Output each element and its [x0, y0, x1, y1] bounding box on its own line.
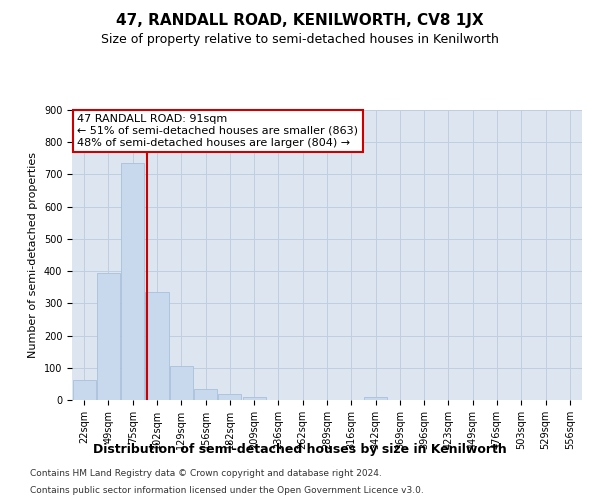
Bar — [121, 163, 144, 400]
Bar — [97, 272, 120, 400]
Text: Contains public sector information licensed under the Open Government Licence v3: Contains public sector information licen… — [30, 486, 424, 495]
Bar — [364, 397, 387, 400]
Text: Contains HM Land Registry data © Crown copyright and database right 2024.: Contains HM Land Registry data © Crown c… — [30, 468, 382, 477]
Y-axis label: Number of semi-detached properties: Number of semi-detached properties — [28, 152, 38, 358]
Bar — [170, 366, 193, 400]
Bar — [73, 380, 95, 400]
Text: Distribution of semi-detached houses by size in Kenilworth: Distribution of semi-detached houses by … — [93, 442, 507, 456]
Text: Size of property relative to semi-detached houses in Kenilworth: Size of property relative to semi-detach… — [101, 32, 499, 46]
Bar — [218, 394, 241, 400]
Bar — [194, 390, 217, 400]
Bar — [242, 397, 266, 400]
Text: 47, RANDALL ROAD, KENILWORTH, CV8 1JX: 47, RANDALL ROAD, KENILWORTH, CV8 1JX — [116, 12, 484, 28]
Text: 47 RANDALL ROAD: 91sqm
← 51% of semi-detached houses are smaller (863)
48% of se: 47 RANDALL ROAD: 91sqm ← 51% of semi-det… — [77, 114, 358, 148]
Bar — [145, 292, 169, 400]
